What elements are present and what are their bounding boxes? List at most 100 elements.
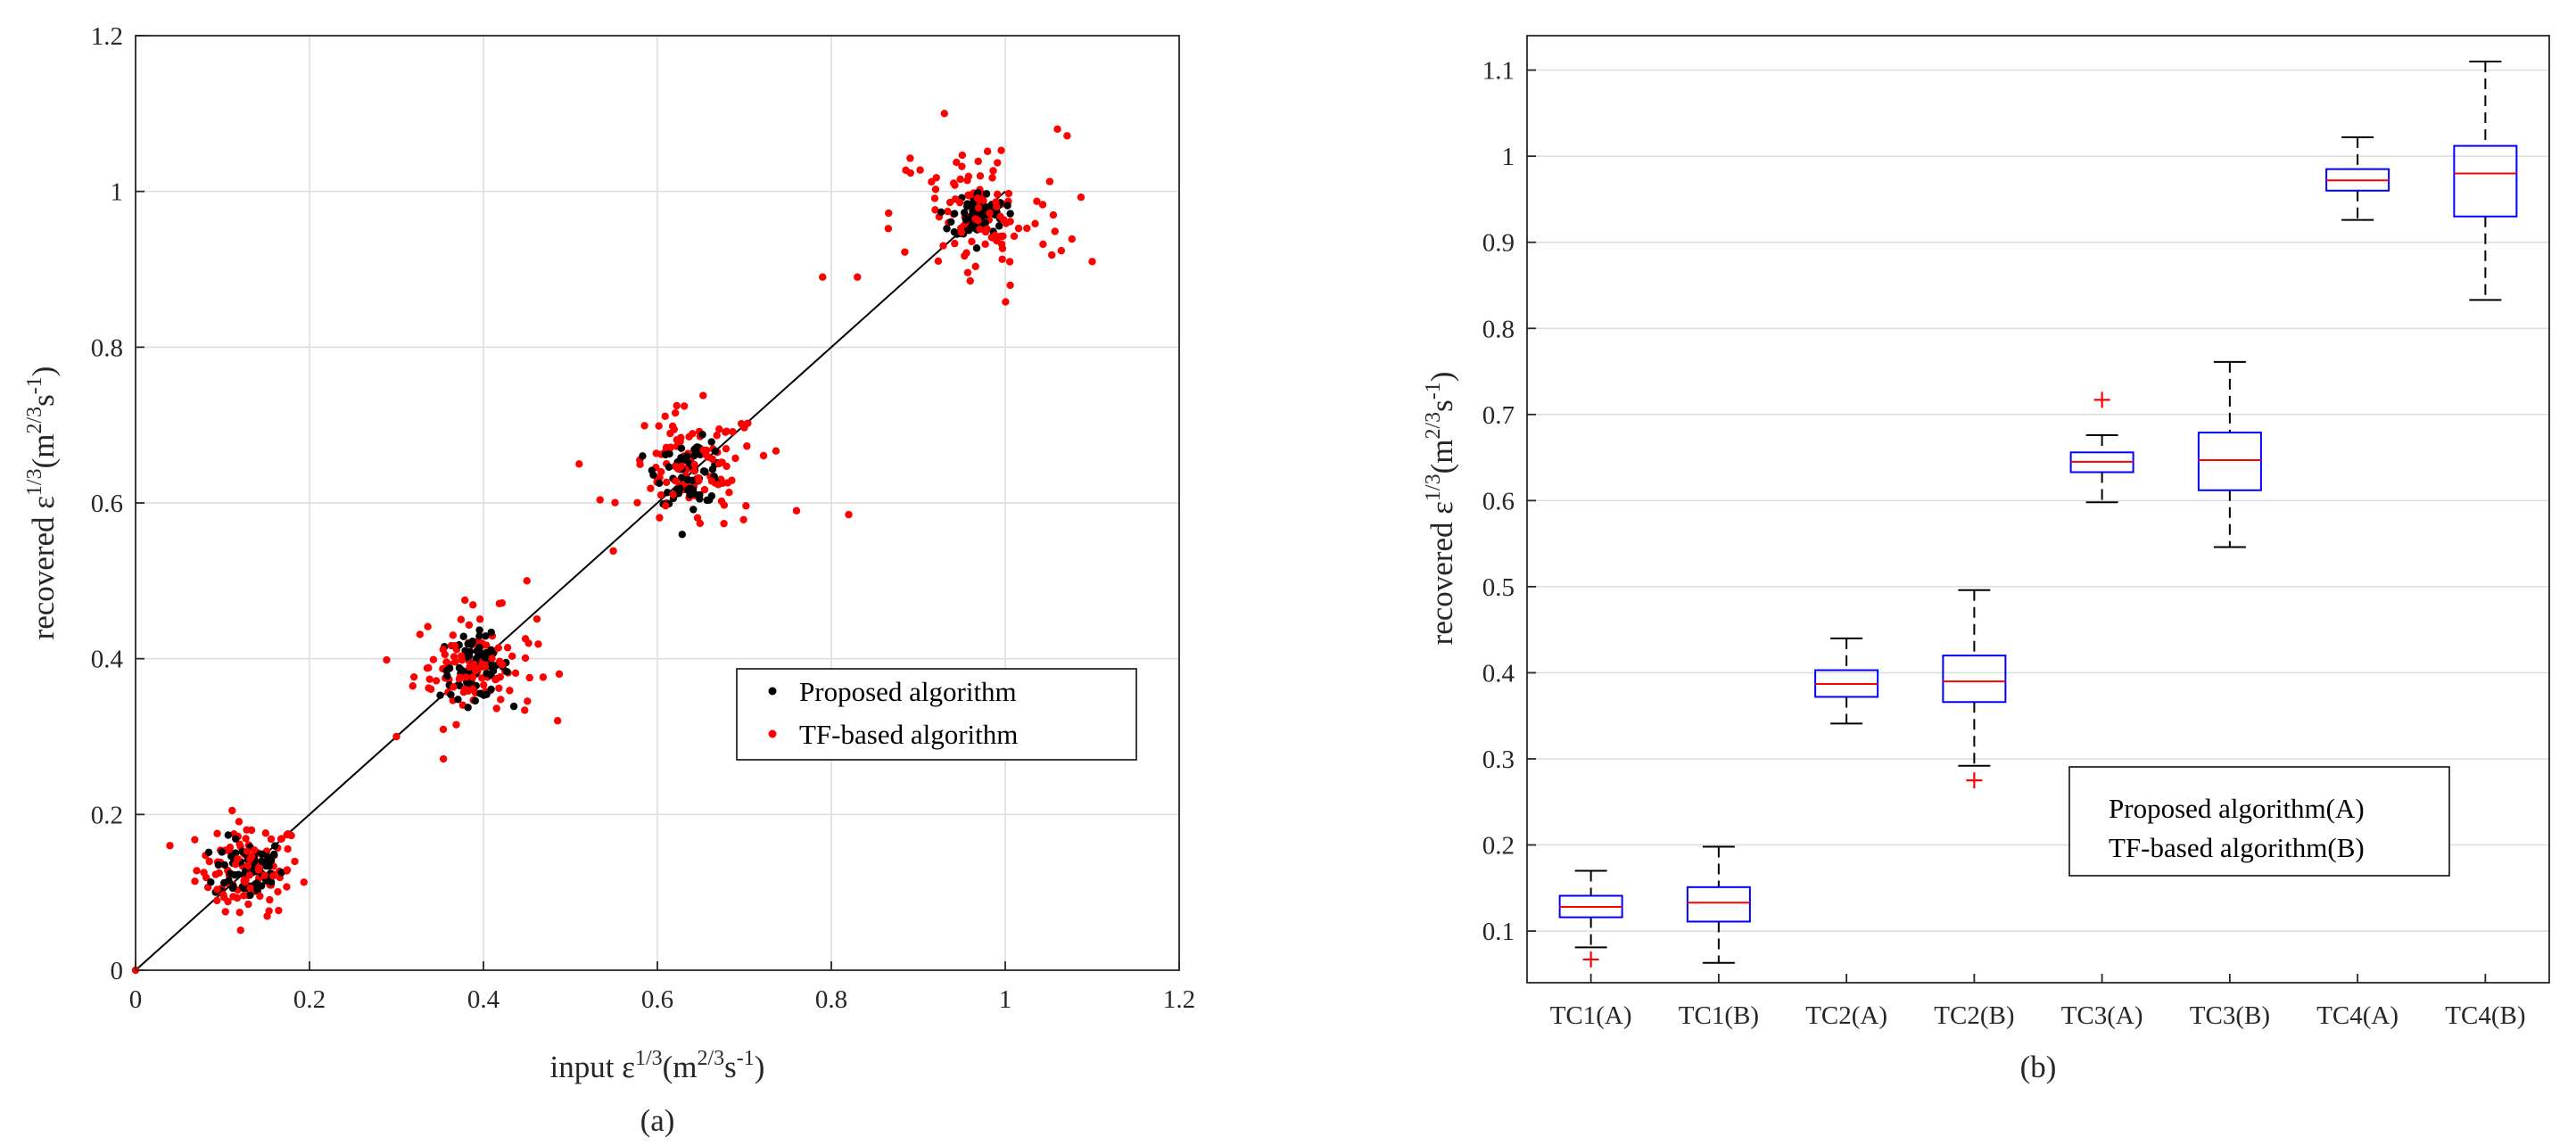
tf-point (166, 842, 174, 850)
box-TC3(A) (2069, 391, 2134, 504)
tf-point (944, 207, 952, 216)
tf-point (1006, 281, 1014, 290)
tf-point (958, 151, 967, 160)
tf-point (596, 496, 604, 504)
tf-point (291, 857, 299, 866)
tf-point (668, 422, 677, 431)
proposed-point (459, 632, 467, 640)
tf-point (274, 887, 282, 896)
y-tick-label: 0.2 (1482, 832, 1515, 861)
legend-box-a (736, 668, 1137, 761)
proposed-point (277, 869, 285, 877)
tf-point (962, 249, 970, 257)
tf-point (931, 206, 939, 214)
tf-point (657, 467, 665, 476)
y-axis-label-a: recovered ε1/3(m2/3s-1) (23, 367, 61, 640)
tf-point (666, 429, 674, 438)
tf-point (265, 907, 273, 915)
y-tick-label: 0.4 (91, 646, 124, 674)
x-tick-label: 0.2 (293, 985, 326, 1014)
proposed-point (252, 879, 260, 887)
tf-point (669, 490, 677, 498)
tf-point (708, 455, 716, 463)
tf-point (979, 196, 987, 205)
tf-point (472, 666, 480, 675)
proposed-point (703, 496, 711, 505)
tf-point (250, 846, 259, 854)
tf-point (457, 652, 466, 660)
tf-point (525, 673, 533, 682)
y-tick-label: 0.8 (1482, 315, 1515, 343)
tf-point (439, 725, 448, 734)
proposed-point (204, 848, 213, 856)
proposed-point (220, 861, 228, 869)
tf-point (439, 754, 448, 763)
tf-point (673, 401, 681, 410)
tf-point (478, 660, 486, 669)
tf-point (213, 896, 221, 905)
tf-point (460, 596, 469, 605)
tf-point (426, 685, 435, 694)
tf-point (931, 185, 940, 194)
tf-point (432, 677, 441, 685)
proposed-point (677, 474, 686, 482)
proposed-point (227, 869, 235, 877)
tf-point (983, 147, 992, 155)
tf-point (416, 630, 425, 638)
tf-point (661, 412, 669, 420)
proposed-point (947, 218, 955, 226)
proposed-point (246, 891, 254, 900)
tf-point (449, 631, 458, 639)
proposed-point (509, 702, 518, 711)
tf-point (676, 437, 684, 446)
iqr-box (1942, 655, 2007, 704)
proposed-point (664, 489, 672, 497)
proposed-point (972, 244, 981, 252)
proposed-point (224, 831, 233, 839)
tf-point (423, 664, 432, 672)
proposed-point (950, 227, 959, 236)
tf-point (974, 157, 982, 166)
panel-label-b: (b) (2020, 1050, 2057, 1084)
proposed-point (475, 632, 483, 640)
y-tick-label: 1 (1502, 143, 1515, 171)
proposed-point (270, 842, 279, 850)
tf-point (409, 672, 418, 681)
tf-point (457, 615, 466, 623)
proposed-point (962, 216, 970, 224)
proposed-point (220, 878, 228, 887)
tf-point (997, 146, 1005, 154)
tf-point (497, 696, 505, 704)
tf-point (611, 498, 619, 507)
tf-point (666, 443, 675, 451)
proposed-point (707, 438, 715, 446)
proposed-point (995, 222, 1003, 230)
box-TC3(B) (2197, 360, 2262, 548)
legend-box-b (2068, 766, 2450, 877)
y-tick-labels-a: 0 0.2 0.4 0.6 0.8 1 1.2 (91, 22, 144, 985)
tf-point (671, 408, 680, 417)
tf-point (260, 871, 268, 879)
tf-point (998, 244, 1007, 252)
tf-point (722, 462, 731, 471)
tf-point (266, 895, 274, 904)
tf-point (694, 474, 703, 482)
tf-point (714, 459, 723, 468)
tf-point (992, 202, 1001, 210)
tf-point (193, 867, 201, 875)
proposed-point (482, 632, 490, 640)
tf-point (240, 892, 248, 900)
tf-point (284, 844, 292, 853)
proposed-point (447, 690, 455, 699)
proposed-point (231, 835, 240, 843)
tf-point (275, 906, 283, 915)
tf-point (1039, 240, 1047, 249)
proposed-point (503, 667, 511, 676)
tf-point (976, 225, 984, 234)
proposed-point (228, 884, 237, 893)
x-tick-label: 0.4 (467, 985, 500, 1014)
tf-point (460, 685, 469, 694)
x-tick-label: 0.6 (641, 985, 673, 1014)
tf-point (506, 687, 514, 695)
tf-point (245, 871, 253, 879)
